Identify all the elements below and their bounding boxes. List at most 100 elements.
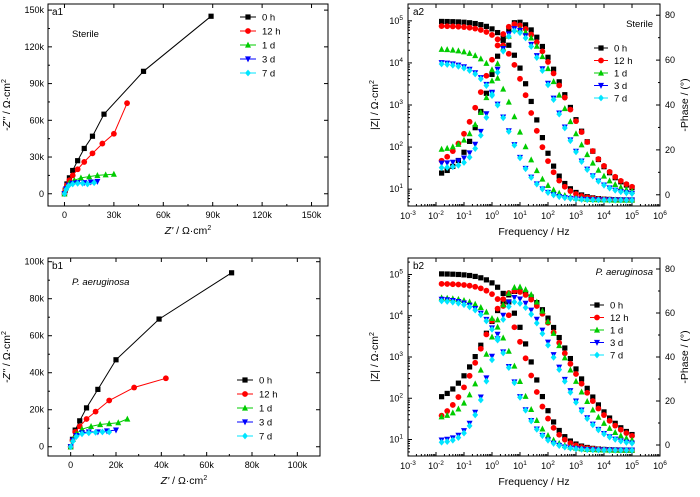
impedance-point bbox=[562, 434, 568, 440]
x-tick-base: 10 bbox=[541, 211, 551, 221]
impedance-point bbox=[472, 52, 479, 59]
impedance-point bbox=[477, 27, 484, 33]
data-point bbox=[74, 166, 81, 173]
impedance-point bbox=[466, 49, 473, 56]
x-tick-base: 10 bbox=[513, 211, 523, 221]
phase-point bbox=[601, 172, 607, 179]
phase-point bbox=[461, 155, 467, 162]
phase-point bbox=[461, 159, 467, 166]
phase-point bbox=[522, 286, 529, 293]
phase-point bbox=[500, 312, 507, 319]
impedance-point bbox=[483, 59, 490, 66]
phase-point bbox=[528, 34, 535, 41]
data-point bbox=[106, 397, 113, 404]
y-tick-exponent: 4 bbox=[399, 57, 403, 64]
impedance-point bbox=[511, 61, 518, 68]
impedance-point bbox=[495, 284, 501, 290]
x-axis-label-sup: 2 bbox=[207, 225, 211, 232]
impedance-point bbox=[438, 60, 445, 68]
condition-label: P. aeruginosa bbox=[72, 277, 129, 288]
impedance-point bbox=[550, 186, 557, 193]
x-tick-base: 10 bbox=[625, 211, 635, 221]
impedance-point bbox=[466, 24, 473, 31]
legend-label: 7 d bbox=[614, 94, 627, 105]
phase-point bbox=[444, 411, 451, 418]
phase-point bbox=[472, 354, 478, 360]
legend-label: 1 d bbox=[259, 404, 272, 415]
x-tick-label: 120k bbox=[252, 210, 272, 220]
data-point bbox=[69, 172, 76, 179]
impedance-point bbox=[528, 406, 535, 413]
phase-point bbox=[505, 299, 512, 306]
data-point bbox=[65, 182, 72, 190]
impedance-point bbox=[495, 29, 501, 36]
phase-point bbox=[578, 388, 585, 395]
data-point bbox=[102, 171, 109, 178]
phase-point bbox=[500, 47, 507, 55]
y-tick-base: 10 bbox=[389, 16, 399, 26]
data-point bbox=[86, 173, 93, 180]
panel-label: b1 bbox=[52, 261, 64, 272]
legend-marker bbox=[598, 45, 604, 51]
y-tick-label: 80k bbox=[29, 294, 44, 304]
x-tick-label: 10-2 bbox=[428, 210, 444, 221]
phase-point bbox=[606, 168, 613, 175]
impedance-point bbox=[567, 188, 574, 194]
impedance-point bbox=[505, 98, 512, 105]
legend-marker bbox=[594, 339, 600, 346]
phase-point bbox=[505, 23, 512, 30]
y-axis-label: |Z| / Ω·cm2 bbox=[369, 80, 381, 130]
series-line bbox=[64, 15, 212, 194]
data-point bbox=[69, 180, 76, 188]
impedance-point bbox=[450, 271, 456, 277]
impedance-point bbox=[545, 436, 551, 444]
impedance-point bbox=[500, 35, 506, 41]
y-tick-exponent: 3 bbox=[399, 99, 403, 106]
impedance-point bbox=[444, 18, 450, 25]
impedance-point bbox=[533, 167, 540, 174]
phase-point bbox=[584, 415, 591, 423]
impedance-point bbox=[601, 196, 607, 204]
data-point bbox=[84, 180, 91, 188]
x-tick-exponent: -3 bbox=[410, 210, 416, 217]
panel-a1: 0 30k 60k 90k 120k 150k 0 30k 60k 90k 120k 150k a1 St… bbox=[1, 3, 329, 237]
phase-point bbox=[489, 71, 495, 77]
impedance-point bbox=[617, 446, 624, 454]
impedance-point bbox=[533, 127, 540, 134]
impedance-point bbox=[500, 85, 507, 92]
condition-label: Sterile bbox=[626, 19, 653, 30]
impedance-point bbox=[517, 378, 523, 385]
data-point bbox=[89, 133, 96, 139]
impedance-point bbox=[489, 325, 495, 333]
phase-point bbox=[601, 181, 607, 189]
x-tick-base: 10 bbox=[569, 211, 579, 221]
phase-point bbox=[455, 380, 461, 386]
impedance-point bbox=[511, 362, 518, 369]
phase-point bbox=[539, 53, 546, 60]
impedance-point bbox=[528, 110, 535, 116]
impedance-point bbox=[539, 144, 546, 151]
legend-marker bbox=[242, 377, 248, 383]
x-axis-label: Frequency / Hz bbox=[498, 226, 569, 238]
legend-label: 3 d bbox=[259, 418, 272, 429]
impedance-point bbox=[629, 446, 635, 454]
phase-point bbox=[500, 37, 506, 44]
x-tick-base: 10 bbox=[400, 211, 410, 221]
phase-point bbox=[449, 436, 456, 444]
phase-point bbox=[528, 27, 534, 33]
x-tick-label: 104 bbox=[597, 460, 611, 471]
x-tick-label: 90k bbox=[205, 210, 220, 220]
impedance-point bbox=[483, 287, 490, 294]
phase-point bbox=[483, 331, 490, 338]
phase-point bbox=[455, 434, 462, 442]
phase-point bbox=[584, 385, 590, 391]
phase-point bbox=[444, 144, 451, 151]
series-line bbox=[70, 377, 167, 447]
phase-point bbox=[439, 170, 445, 176]
y-tick-label: 100k bbox=[24, 257, 44, 267]
phase-point bbox=[606, 177, 613, 184]
phase-point bbox=[461, 149, 467, 155]
impedance-point bbox=[550, 424, 557, 431]
y-tick-base: 10 bbox=[389, 184, 399, 194]
phase-point bbox=[500, 301, 507, 308]
